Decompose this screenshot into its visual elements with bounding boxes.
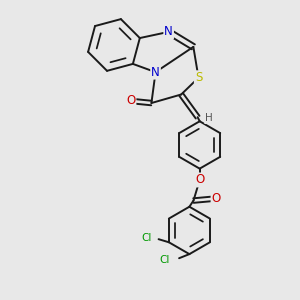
Text: N: N: [151, 66, 160, 79]
Text: H: H: [205, 113, 213, 123]
Text: O: O: [212, 192, 221, 205]
Text: O: O: [195, 173, 204, 187]
Text: O: O: [126, 94, 136, 107]
Text: N: N: [164, 26, 173, 38]
Text: Cl: Cl: [160, 255, 170, 265]
Text: S: S: [195, 71, 202, 84]
Text: Cl: Cl: [141, 233, 152, 243]
